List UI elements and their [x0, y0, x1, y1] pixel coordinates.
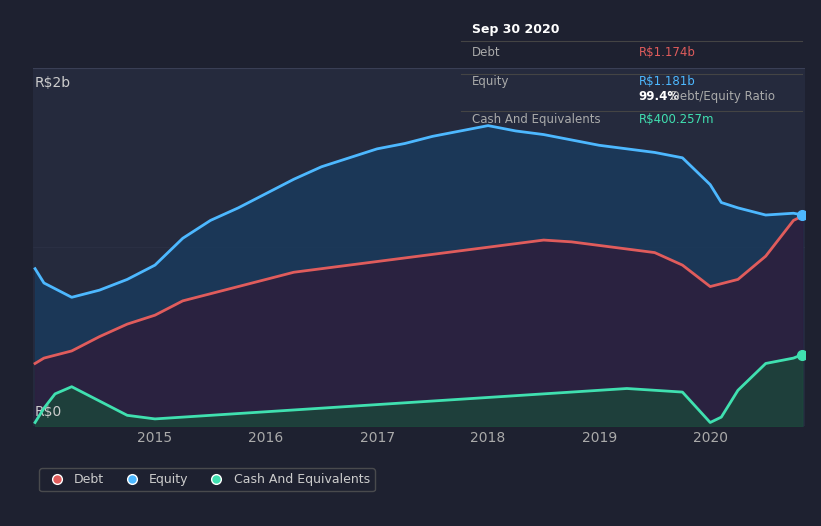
- Text: R$1.174b: R$1.174b: [639, 46, 695, 59]
- Text: Sep 30 2020: Sep 30 2020: [471, 23, 559, 36]
- Text: R$1.181b: R$1.181b: [639, 75, 695, 88]
- Text: Equity: Equity: [471, 75, 509, 88]
- Text: Debt: Debt: [471, 46, 500, 59]
- Text: R$400.257m: R$400.257m: [639, 113, 714, 126]
- Text: R$2b: R$2b: [35, 76, 71, 89]
- Legend: Debt, Equity, Cash And Equivalents: Debt, Equity, Cash And Equivalents: [39, 468, 375, 491]
- Text: R$0: R$0: [35, 405, 62, 419]
- Text: Cash And Equivalents: Cash And Equivalents: [471, 113, 600, 126]
- Text: 99.4%: 99.4%: [639, 90, 680, 103]
- Text: Debt/Equity Ratio: Debt/Equity Ratio: [667, 90, 774, 103]
